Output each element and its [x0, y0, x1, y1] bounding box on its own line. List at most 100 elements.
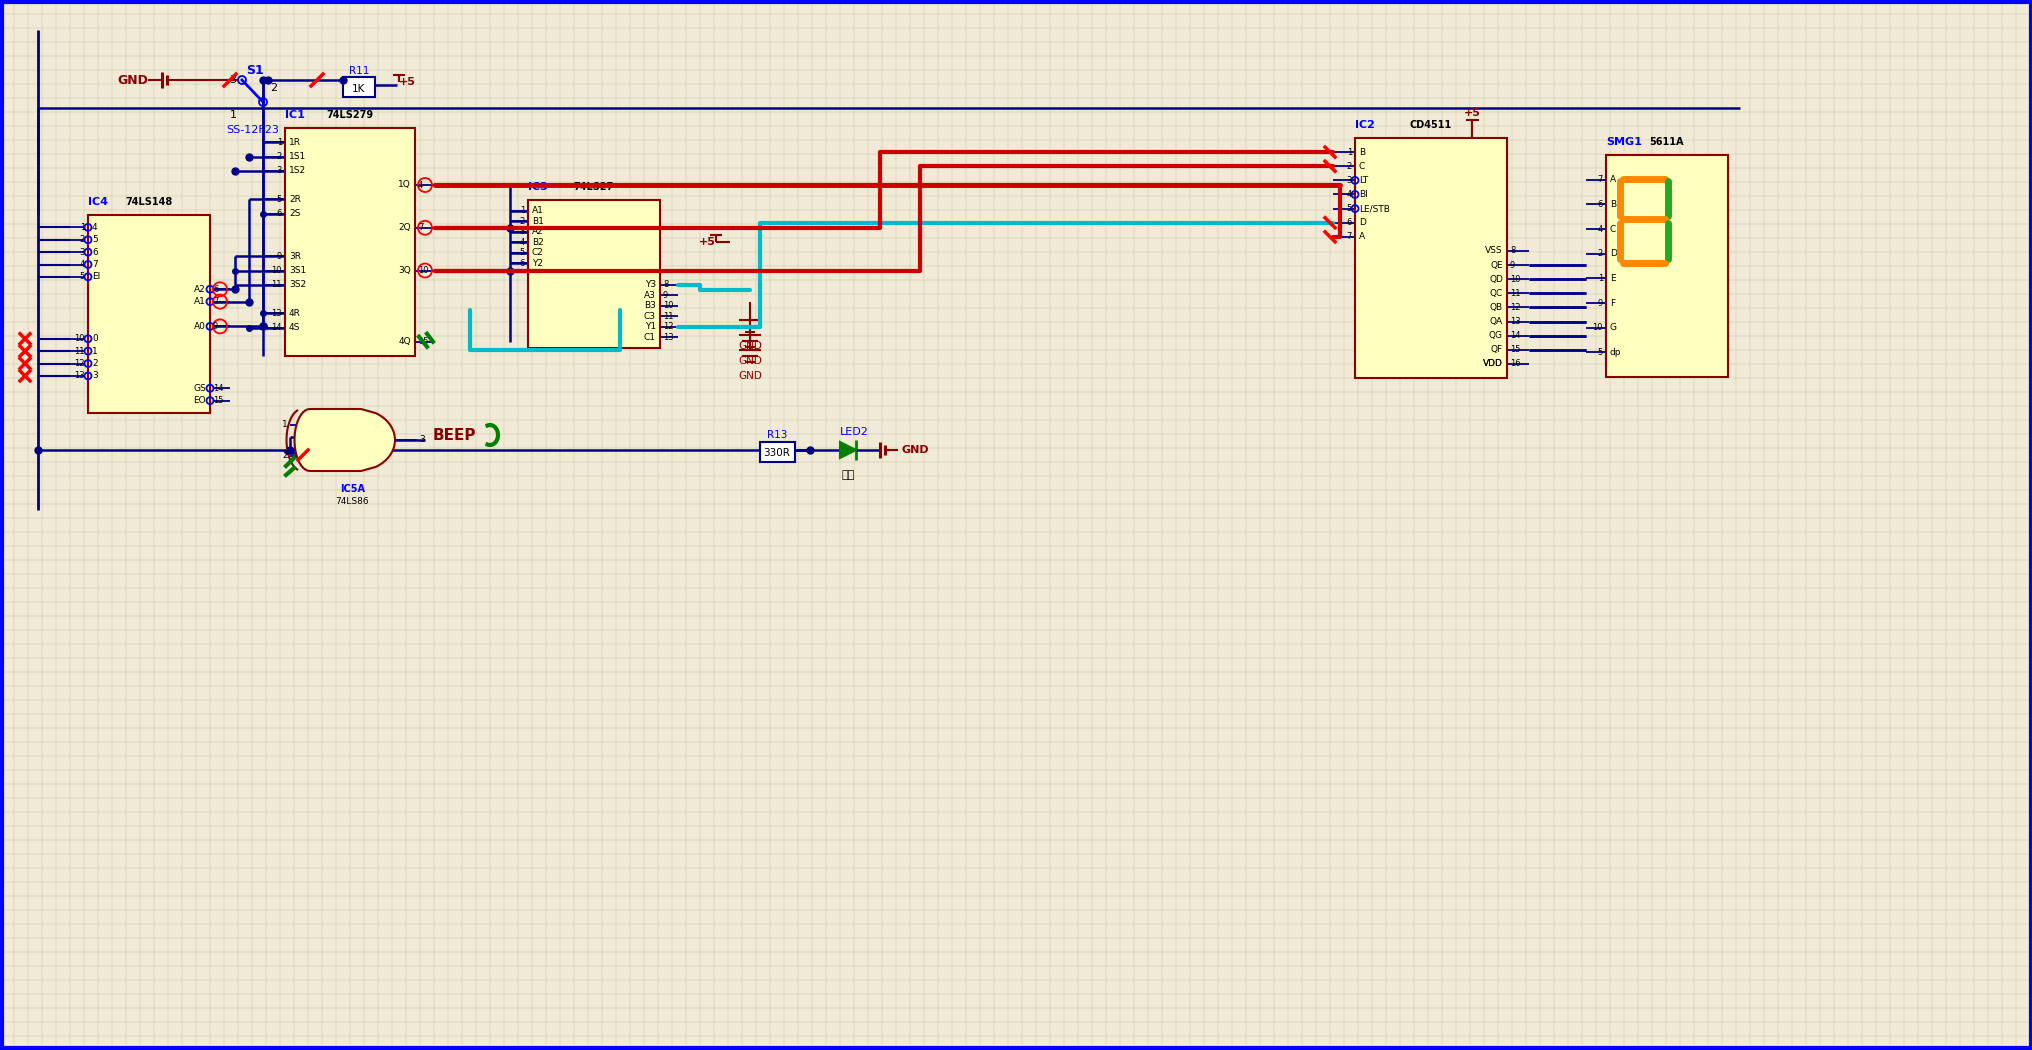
Text: IC1: IC1 [284, 110, 305, 120]
Text: 13: 13 [75, 372, 85, 380]
Text: 9: 9 [276, 252, 282, 260]
Text: 10: 10 [75, 334, 85, 343]
FancyBboxPatch shape [1605, 155, 1727, 377]
Text: 12: 12 [75, 359, 85, 368]
Text: 10: 10 [419, 266, 429, 275]
Text: 5: 5 [520, 249, 524, 257]
Text: 11: 11 [1510, 289, 1520, 298]
Text: BEEP: BEEP [433, 427, 475, 442]
Text: 8: 8 [1510, 247, 1514, 255]
Text: F: F [1609, 298, 1613, 308]
Polygon shape [295, 410, 394, 471]
Text: 1: 1 [91, 346, 98, 356]
Text: 2: 2 [1345, 162, 1351, 171]
Text: 6: 6 [91, 248, 98, 256]
Text: 2: 2 [79, 235, 85, 245]
Text: 14: 14 [1510, 331, 1520, 340]
Text: 3Q: 3Q [398, 266, 410, 275]
Text: SS-12F23: SS-12F23 [226, 125, 278, 135]
Text: 2Q: 2Q [398, 224, 410, 232]
Text: B: B [1357, 148, 1363, 156]
Text: QD: QD [1487, 275, 1502, 284]
Text: 14: 14 [213, 383, 224, 393]
Text: 4R: 4R [289, 309, 301, 318]
Text: 13: 13 [270, 309, 282, 318]
Text: 1R: 1R [289, 138, 301, 147]
Text: CD4511: CD4511 [1408, 120, 1451, 130]
Text: A: A [1357, 232, 1363, 242]
Text: G: G [1609, 323, 1615, 332]
Text: 9: 9 [662, 291, 669, 299]
Text: C: C [1609, 225, 1615, 233]
Text: LE/STB: LE/STB [1357, 204, 1390, 213]
Text: B2: B2 [532, 237, 543, 247]
Text: 2: 2 [270, 83, 276, 93]
FancyBboxPatch shape [284, 128, 415, 356]
Text: 10: 10 [1510, 275, 1520, 284]
Text: 5: 5 [1597, 348, 1601, 357]
Text: 15: 15 [213, 396, 224, 405]
Text: 3: 3 [520, 227, 524, 236]
Text: VDD: VDD [1483, 359, 1502, 369]
FancyBboxPatch shape [87, 215, 209, 413]
Text: S1: S1 [246, 63, 264, 77]
Text: +5: +5 [699, 237, 715, 247]
Text: 4: 4 [419, 181, 423, 189]
Text: BI: BI [1357, 190, 1368, 198]
Text: GS: GS [193, 383, 205, 393]
Text: C1: C1 [644, 333, 656, 342]
Text: 10: 10 [662, 301, 673, 310]
Text: 9: 9 [1510, 260, 1514, 270]
Text: Y2: Y2 [532, 259, 543, 268]
Text: 11: 11 [75, 346, 85, 356]
Text: 5: 5 [276, 194, 282, 204]
Text: 2: 2 [91, 359, 98, 368]
Text: 13: 13 [662, 333, 673, 342]
FancyBboxPatch shape [1355, 138, 1506, 378]
Text: 5: 5 [79, 272, 85, 281]
Text: 3: 3 [91, 372, 98, 380]
Text: 2S: 2S [289, 209, 301, 218]
Text: IC5A: IC5A [339, 484, 366, 493]
Text: A2: A2 [195, 285, 205, 294]
Text: 5: 5 [1345, 204, 1351, 213]
Text: R11: R11 [350, 66, 370, 76]
Text: Y1: Y1 [644, 322, 656, 332]
Text: 7: 7 [419, 224, 423, 232]
Text: C: C [1357, 162, 1366, 171]
Text: 74LS27: 74LS27 [573, 182, 614, 192]
Text: 7: 7 [213, 297, 217, 307]
Text: QE: QE [1489, 260, 1502, 270]
Text: LT: LT [1357, 175, 1368, 185]
Text: 11: 11 [662, 312, 673, 321]
Text: A2: A2 [532, 227, 543, 236]
Text: 9: 9 [1597, 298, 1601, 308]
Text: 2R: 2R [289, 194, 301, 204]
Text: A3: A3 [644, 291, 656, 299]
Text: 10: 10 [1591, 323, 1601, 332]
Text: GND: GND [738, 371, 762, 381]
Text: 4: 4 [520, 237, 524, 247]
Text: C3: C3 [644, 312, 656, 321]
Text: 4: 4 [91, 223, 98, 232]
Text: 1S1: 1S1 [289, 152, 307, 161]
Text: QF: QF [1489, 345, 1502, 354]
Text: GND: GND [738, 356, 762, 366]
Text: 3S1: 3S1 [289, 266, 307, 275]
Text: D: D [1357, 218, 1366, 227]
Text: 4Q: 4Q [398, 337, 410, 346]
Text: QG: QG [1487, 331, 1502, 340]
Text: 4S: 4S [289, 323, 301, 332]
Text: 6: 6 [520, 259, 524, 268]
Text: 5611A: 5611A [1648, 136, 1682, 147]
Text: 2: 2 [282, 452, 289, 460]
Text: SMG1: SMG1 [1605, 136, 1642, 147]
Text: 3S2: 3S2 [289, 280, 307, 289]
Text: 绿色: 绿色 [841, 470, 853, 480]
Text: Y3: Y3 [644, 280, 656, 289]
Text: 11: 11 [272, 280, 282, 289]
Text: 12: 12 [662, 322, 673, 332]
Text: 1K: 1K [352, 84, 366, 94]
Text: 2: 2 [276, 152, 282, 161]
Text: EO: EO [193, 396, 205, 405]
